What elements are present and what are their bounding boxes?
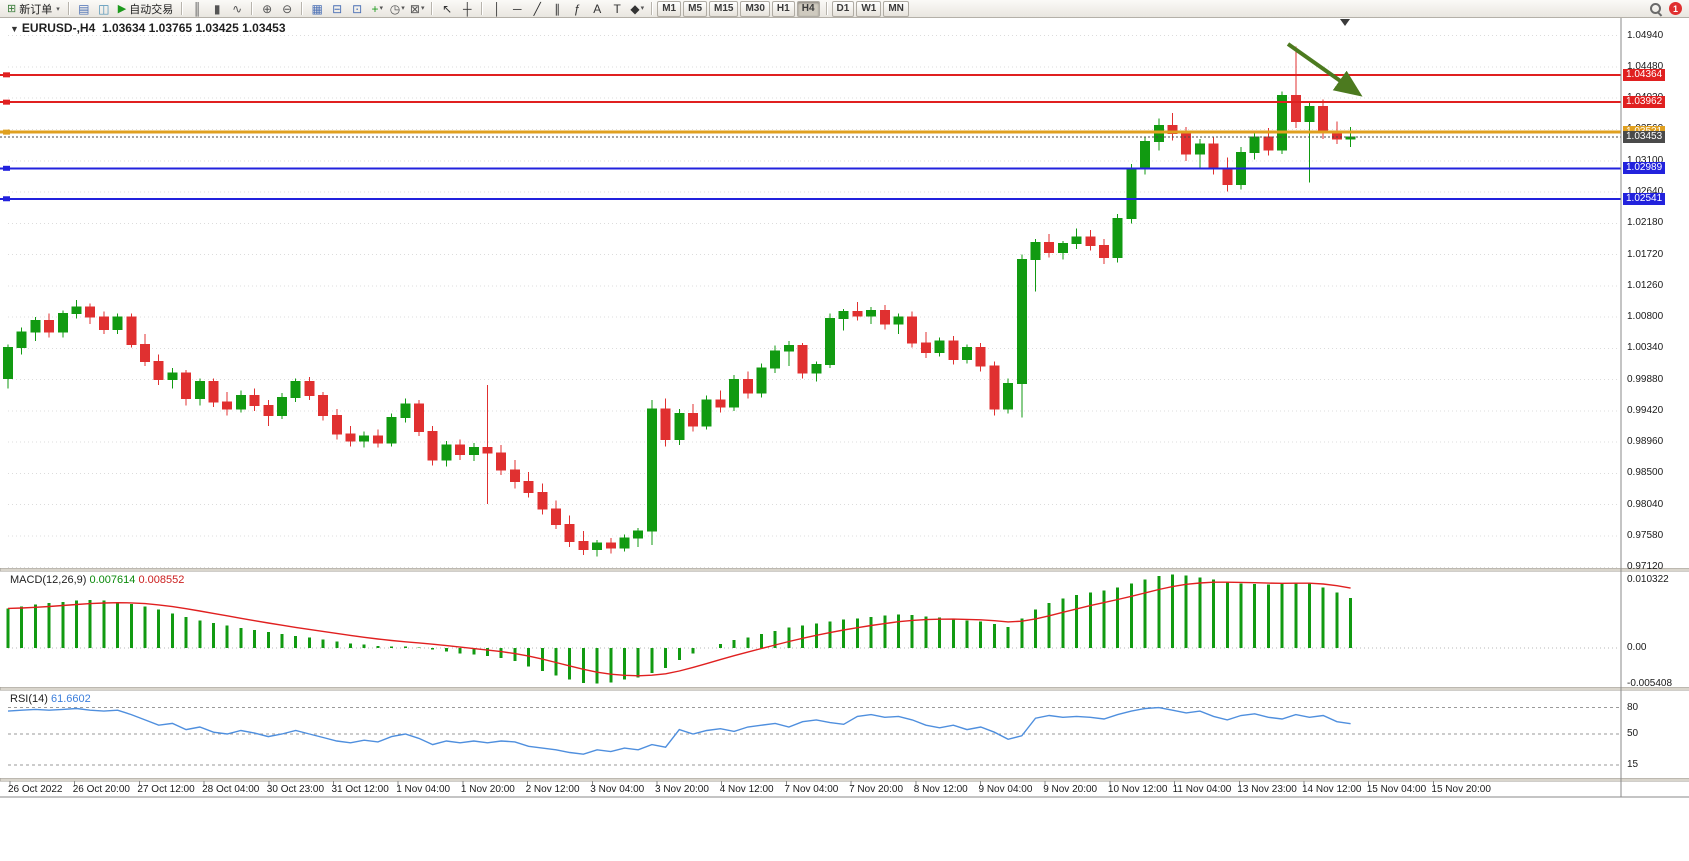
horizontal-line-icon[interactable]: ─ — [507, 0, 527, 18]
text-icon-glyph: A — [593, 1, 602, 16]
add-indicator-button[interactable]: + ▾ — [367, 0, 387, 18]
timeframe-button-d1[interactable]: D1 — [831, 0, 855, 17]
data-window-icon-glyph: ◫ — [98, 1, 110, 16]
templates-button-glyph: ⊠ — [409, 1, 420, 16]
profiles-icon[interactable]: ▤ — [74, 0, 94, 18]
bar-chart-icon-glyph: ║ — [192, 1, 202, 16]
equidistant-channel-icon-glyph: ∥ — [554, 1, 561, 16]
magnifier-glyph — [1648, 1, 1663, 17]
dropdown-arrow-icon[interactable]: ▾ — [379, 4, 383, 12]
price-gridlines — [8, 35, 1620, 568]
autotrading-button[interactable]: ▶ 自动交易 — [114, 1, 177, 17]
zoom-in-icon[interactable]: ⊕ — [257, 0, 277, 18]
fibonacci-icon-glyph: ƒ — [573, 1, 581, 16]
chart-canvas — [0, 18, 1689, 798]
zoom-out-icon[interactable]: ⊖ — [277, 0, 297, 18]
line-handle-icon[interactable] — [3, 129, 10, 135]
data-window-icon[interactable]: ◫ — [94, 0, 114, 18]
panel-splitter[interactable] — [0, 777, 1689, 782]
cursor-icon-glyph: ↖ — [442, 1, 453, 16]
add-indicator-button-glyph: + — [371, 1, 379, 16]
text-label-icon[interactable]: T — [607, 0, 627, 18]
arrows-icon[interactable]: ◆ ▾ — [627, 0, 647, 18]
macd-histogram — [6, 574, 1353, 684]
line-handle-icon[interactable] — [3, 72, 10, 78]
line-chart-icon-glyph: ∿ — [232, 1, 243, 16]
toolbar-separator — [251, 2, 254, 15]
trendline-icon-glyph: ╱ — [533, 1, 541, 16]
trend-arrow-annotation[interactable] — [1286, 42, 1363, 97]
dropdown-arrow-icon[interactable]: ▾ — [401, 4, 405, 12]
cursor-icon[interactable]: ↖ — [437, 0, 457, 18]
timeframe-button-h1[interactable]: H1 — [771, 0, 795, 17]
toolbar-separator — [651, 2, 654, 15]
arrows-icon-glyph: ◆ — [630, 1, 640, 16]
templates-button[interactable]: ⊠ ▾ — [407, 0, 427, 18]
candlestick-chart-icon-glyph: ▮ — [213, 1, 221, 16]
main-toolbar: ⊞ 新订单 ▾ ▤ ◫ ▶ 自动交易 ║ ▮ ∿ ⊕ ⊖ ▦ ⊟ ⊡ + ▾ ◷ ▾ ⊠ ▾ ↖ ┼ │ ─ ╱ ∥ ƒ A T ◆ ▾ M1 M… — [0, 0, 1689, 18]
candlestick-chart-icon[interactable]: ▮ — [207, 0, 227, 18]
line-chart-icon[interactable]: ∿ — [227, 0, 247, 18]
macd-signal-line — [7, 581, 1351, 677]
notification-badge[interactable]: 1 — [1669, 2, 1682, 15]
toolbar-separator — [431, 2, 434, 15]
text-label-icon-glyph: T — [613, 1, 621, 16]
dropdown-arrow-icon[interactable]: ▾ — [56, 5, 60, 13]
rsi-line — [7, 706, 1351, 755]
timeframe-button-h4[interactable]: H4 — [796, 0, 820, 17]
toolbar-separator — [67, 2, 70, 15]
period-converter-button-glyph: ◷ — [389, 1, 401, 16]
toolbar-separator — [481, 2, 484, 15]
line-handle-icon[interactable] — [3, 99, 10, 105]
bar-chart-icon[interactable]: ║ — [187, 0, 207, 18]
timeframe-button-m30[interactable]: M30 — [740, 0, 770, 17]
tile-windows-icon[interactable]: ▦ — [307, 0, 327, 18]
equidistant-channel-icon[interactable]: ∥ — [547, 0, 567, 18]
dropdown-arrow-icon[interactable]: ▾ — [420, 4, 425, 12]
text-icon[interactable]: A — [587, 0, 607, 18]
timeframe-button-m5[interactable]: M5 — [683, 0, 708, 17]
zoom-out-icon-glyph: ⊖ — [282, 1, 293, 16]
timeframe-button-mn[interactable]: MN — [883, 0, 909, 17]
line-handle-icon[interactable] — [3, 165, 10, 171]
toolbar-separator — [301, 2, 304, 15]
horizontal-line-icon-glyph: ─ — [512, 1, 522, 16]
new-order-button[interactable]: ⊞ 新订单 ▾ — [3, 1, 64, 17]
timeframe-button-m1[interactable]: M1 — [657, 0, 682, 17]
autotrading-button-glyph: ▶ — [117, 3, 127, 15]
vertical-line-icon[interactable]: │ — [487, 0, 507, 18]
dropdown-arrow-icon[interactable]: ▾ — [640, 4, 645, 12]
crosshair-icon[interactable]: ┼ — [457, 0, 477, 18]
panel-splitter[interactable] — [0, 567, 1689, 572]
period-converter-button[interactable]: ◷ ▾ — [387, 0, 407, 18]
new-order-button-label: 新订单 — [19, 3, 53, 16]
vertical-line-icon-glyph: │ — [493, 1, 501, 16]
toolbar-separator — [825, 2, 828, 15]
arrange-charts-icon-glyph: ⊟ — [332, 1, 343, 16]
trendline-icon[interactable]: ╱ — [527, 0, 547, 18]
panel-splitter[interactable] — [0, 686, 1689, 691]
timeframe-button-m15[interactable]: M15 — [709, 0, 739, 17]
timeframe-button-w1[interactable]: W1 — [856, 0, 882, 17]
candlestick-series — [3, 46, 1356, 557]
tile-windows-icon-glyph: ▦ — [311, 1, 323, 16]
arrange-charts-icon[interactable]: ⊟ — [327, 0, 347, 18]
fibonacci-icon[interactable]: ƒ — [567, 0, 587, 18]
crosshair-icon-glyph: ┼ — [462, 1, 472, 16]
chart-shift-icon-glyph: ⊡ — [352, 1, 363, 16]
autotrading-button-label: 自动交易 — [129, 3, 174, 16]
chart-shift-marker-icon[interactable] — [1340, 19, 1350, 26]
profiles-icon-glyph: ▤ — [78, 1, 90, 16]
line-handle-icon[interactable] — [3, 196, 10, 202]
zoom-in-icon-glyph: ⊕ — [262, 1, 273, 16]
new-order-button-glyph: ⊞ — [7, 3, 17, 15]
toolbar-separator — [181, 2, 184, 15]
search-icon[interactable] — [1645, 0, 1665, 18]
time-tick-marks — [9, 781, 1434, 786]
chart-shift-icon[interactable]: ⊡ — [347, 0, 367, 18]
